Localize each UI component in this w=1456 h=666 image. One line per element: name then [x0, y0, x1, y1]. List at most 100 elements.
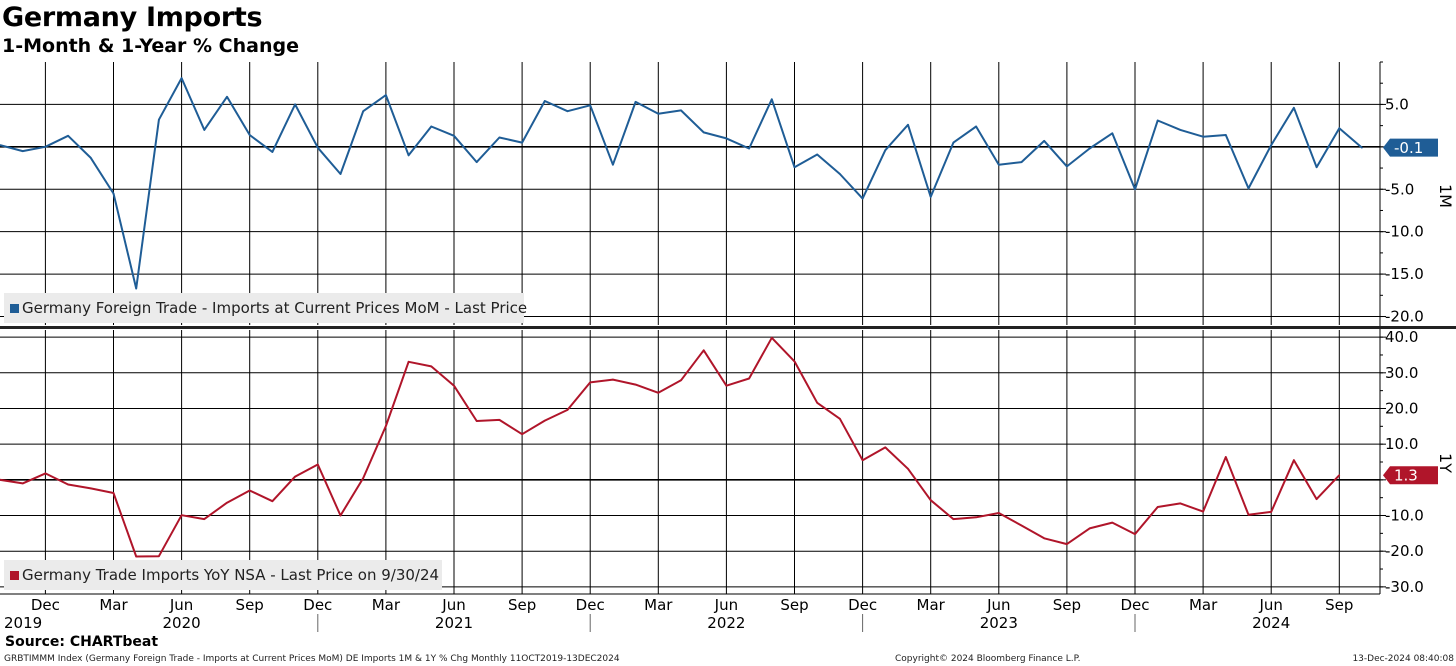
y-tick-label: 20.0 — [1385, 399, 1418, 417]
chart-subtitle: 1-Month & 1-Year % Change — [2, 35, 299, 57]
data-point — [1088, 147, 1091, 150]
data-point — [248, 134, 251, 136]
data-point — [1361, 146, 1363, 149]
data-point — [1270, 511, 1272, 513]
series-line — [0, 336, 1341, 558]
data-point — [1225, 134, 1227, 136]
y-tick-label: 30.0 — [1385, 364, 1418, 382]
y-tick-label: -5.0 — [1385, 180, 1414, 198]
x-month-label: Sep — [1325, 596, 1353, 614]
data-point — [702, 131, 705, 134]
data-point — [0, 479, 1, 481]
data-point — [407, 154, 410, 157]
data-point — [612, 163, 614, 166]
data-point — [430, 125, 433, 128]
data-point — [1247, 514, 1250, 516]
data-point — [884, 149, 887, 152]
data-point — [1179, 502, 1182, 505]
data-point — [1156, 119, 1159, 122]
data-point — [998, 512, 1000, 514]
data-point — [725, 384, 728, 387]
data-point — [226, 501, 228, 504]
data-point — [1338, 127, 1341, 129]
data-point — [158, 118, 160, 121]
data-point — [771, 98, 773, 101]
data-point — [589, 104, 591, 107]
data-point — [475, 161, 478, 163]
data-point — [1202, 135, 1204, 138]
data-point — [67, 135, 69, 137]
legend-label: Germany Foreign Trade - Imports at Curre… — [22, 299, 527, 317]
data-point — [21, 150, 24, 152]
data-point — [385, 425, 387, 427]
legend-swatch — [10, 571, 19, 580]
data-point — [975, 125, 977, 128]
data-point — [226, 95, 228, 98]
last-value-tag — [1383, 466, 1438, 485]
y-tick-label: -20.0 — [1385, 308, 1424, 326]
data-point — [453, 384, 455, 387]
y-tick-label: 10.0 — [1385, 435, 1418, 453]
data-point — [680, 109, 682, 112]
data-point — [929, 499, 932, 501]
data-point — [975, 516, 977, 519]
data-point — [612, 378, 614, 381]
footer-timestamp: 13-Dec-2024 08:40:08 — [1352, 654, 1454, 664]
data-point — [748, 377, 750, 380]
data-point — [362, 110, 365, 113]
data-point — [271, 151, 274, 153]
x-year-label: 2019 — [4, 614, 42, 632]
data-point — [112, 192, 115, 195]
data-point — [952, 141, 955, 144]
y-tick-label: -10.0 — [1385, 223, 1424, 241]
y-tick-label: 5.0 — [1385, 95, 1409, 113]
data-point — [90, 487, 92, 490]
yoy-panel: 40.0 30.0 20.0 10.0 -10.0 -20.0 -30.0 Germany T… — [0, 328, 1455, 596]
data-point — [1134, 188, 1136, 191]
y-axis-name: 1Y — [1436, 453, 1455, 473]
y-axis-name: 1M — [1436, 184, 1455, 208]
data-point — [1225, 456, 1227, 458]
x-year-label: 2023 — [980, 614, 1018, 632]
data-point — [1156, 506, 1159, 508]
data-point — [1043, 140, 1045, 142]
data-point — [771, 337, 773, 339]
data-point — [884, 446, 887, 449]
x-month-label: Mar — [1189, 596, 1218, 614]
data-point — [1066, 543, 1068, 545]
data-point — [952, 518, 955, 520]
data-point — [816, 153, 818, 156]
x-month-label: Mar — [372, 596, 401, 614]
x-month-label: Dec — [1120, 596, 1149, 614]
data-point — [294, 475, 296, 478]
data-point — [498, 136, 501, 139]
data-point — [1020, 524, 1023, 527]
data-point — [566, 110, 569, 113]
data-point — [589, 381, 591, 384]
data-point — [680, 379, 682, 382]
data-point — [1043, 537, 1045, 540]
y-tick-label: -15.0 — [1385, 265, 1424, 283]
y-tick-label: -30.0 — [1385, 578, 1424, 596]
data-point — [1111, 521, 1114, 524]
data-point — [1338, 474, 1341, 477]
data-point — [1134, 533, 1136, 535]
x-month-label: Sep — [1053, 596, 1081, 614]
x-month-label: Jun — [169, 596, 193, 614]
data-point — [135, 287, 137, 290]
x-month-label: Jun — [1258, 596, 1282, 614]
data-point — [998, 163, 1000, 166]
data-point — [793, 166, 796, 168]
data-point — [248, 489, 251, 492]
x-axis: Dec Mar Jun Sep Dec Mar Jun Sep Dec Mar Jun Sep Dec M… — [4, 596, 1353, 632]
data-point — [430, 365, 433, 368]
x-month-label: Mar — [644, 596, 673, 614]
last-value-label: -0.1 — [1394, 139, 1423, 157]
data-point — [475, 420, 478, 422]
legend-box — [4, 293, 524, 323]
x-year-label: 2020 — [163, 614, 201, 632]
data-point — [317, 463, 319, 466]
x-month-label: Dec — [576, 596, 605, 614]
data-point — [1293, 459, 1295, 462]
legend-swatch — [10, 304, 19, 313]
